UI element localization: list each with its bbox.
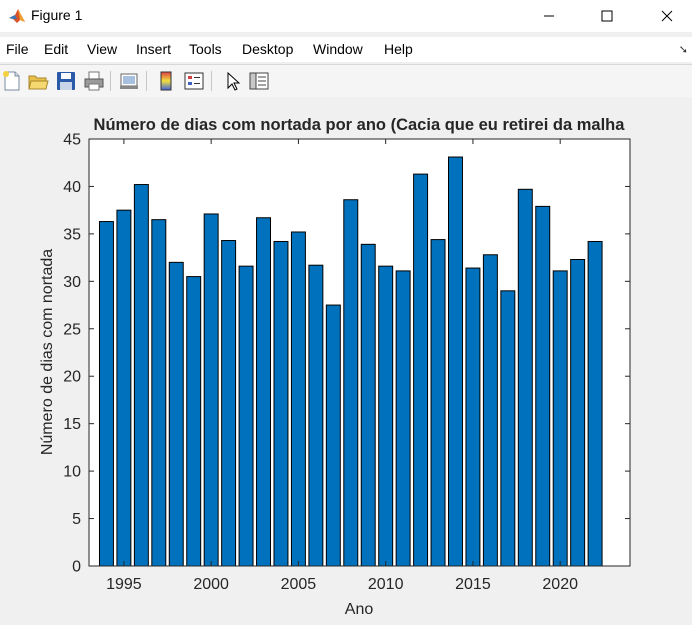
y-tick-label: 5 bbox=[72, 511, 81, 528]
menu-help[interactable]: Help bbox=[384, 41, 413, 57]
link-plot-icon[interactable] bbox=[118, 70, 140, 92]
y-tick-label: 40 bbox=[63, 179, 81, 196]
bar-2001[interactable] bbox=[221, 240, 237, 567]
y-tick-label: 45 bbox=[63, 132, 81, 149]
chart-title: Número de dias com nortada por ano (Caci… bbox=[94, 116, 626, 134]
y-tick-label: 30 bbox=[63, 274, 81, 291]
bar-2011[interactable] bbox=[395, 270, 411, 567]
bar-2015[interactable] bbox=[465, 267, 481, 567]
bar-1994[interactable] bbox=[98, 221, 114, 567]
x-tick-label: 2010 bbox=[368, 576, 404, 593]
bar-2012[interactable] bbox=[413, 173, 429, 567]
ticks-group: 0 5 10 15 20 25 30 35 40 45 1995 2000 2005 2010 2015 20… bbox=[63, 132, 630, 593]
dock-arrow-icon[interactable]: ➘ bbox=[678, 44, 688, 56]
bar-1996[interactable] bbox=[133, 184, 149, 567]
maximize-icon bbox=[601, 10, 613, 22]
save-icon[interactable] bbox=[55, 70, 77, 92]
y-tick-label: 15 bbox=[63, 416, 81, 433]
close-icon bbox=[661, 10, 673, 22]
menu-view[interactable]: View bbox=[87, 41, 118, 57]
bar-1998[interactable] bbox=[168, 261, 184, 567]
bar-1995[interactable] bbox=[116, 209, 132, 567]
close-button[interactable] bbox=[644, 0, 690, 32]
y-tick-label: 0 bbox=[72, 559, 81, 576]
bar-2014[interactable] bbox=[448, 156, 463, 567]
bar-1999[interactable] bbox=[186, 276, 202, 567]
bar-2007[interactable] bbox=[325, 304, 341, 567]
matlab-logo-icon bbox=[8, 7, 26, 25]
x-tick-label: 2005 bbox=[281, 576, 317, 593]
bar-2002[interactable] bbox=[238, 265, 254, 567]
y-tick-label: 25 bbox=[63, 321, 81, 338]
x-tick-label: 2000 bbox=[193, 576, 229, 593]
bar-1997[interactable] bbox=[151, 219, 167, 567]
axes-frame bbox=[88, 138, 631, 567]
bar-2018[interactable] bbox=[517, 188, 533, 567]
y-tick-label: 35 bbox=[63, 226, 81, 243]
legend-icon[interactable] bbox=[183, 70, 205, 92]
bar-chart[interactable]: Número de dias com nortada por ano (Caci… bbox=[0, 97, 692, 625]
menu-tools[interactable]: Tools bbox=[189, 41, 222, 57]
menu-insert[interactable]: Insert bbox=[136, 41, 172, 57]
y-tick-label: 20 bbox=[63, 369, 81, 386]
open-file-icon[interactable] bbox=[27, 70, 49, 92]
bar-2003[interactable] bbox=[256, 217, 271, 567]
toolbar-separator bbox=[110, 71, 111, 91]
bar-2006[interactable] bbox=[308, 264, 324, 567]
bar-2005[interactable] bbox=[290, 231, 306, 567]
bar-2000[interactable] bbox=[203, 213, 219, 567]
toolbar-separator bbox=[146, 71, 147, 91]
bars-group bbox=[98, 156, 603, 567]
minimize-icon bbox=[544, 15, 554, 17]
maximize-button[interactable] bbox=[584, 0, 630, 32]
toolbar-separator bbox=[211, 71, 212, 91]
bar-2013[interactable] bbox=[430, 239, 446, 567]
bar-2004[interactable] bbox=[273, 240, 289, 567]
bar-2009[interactable] bbox=[360, 243, 376, 567]
menu-desktop[interactable]: Desktop bbox=[242, 41, 294, 57]
colorbar-icon[interactable] bbox=[155, 70, 177, 92]
new-figure-icon[interactable] bbox=[1, 70, 23, 92]
x-tick-label: 2015 bbox=[455, 576, 491, 593]
menu-window[interactable]: Window bbox=[313, 41, 363, 57]
toolbar bbox=[0, 64, 692, 98]
x-tick-label: 1995 bbox=[106, 576, 142, 593]
menu-file[interactable]: File bbox=[6, 41, 29, 57]
x-tick-label: 2020 bbox=[542, 576, 578, 593]
bar-2020[interactable] bbox=[552, 270, 568, 567]
title-bar[interactable]: Figure 1 bbox=[0, 0, 692, 32]
property-editor-icon[interactable] bbox=[248, 70, 270, 92]
bar-2021[interactable] bbox=[570, 259, 586, 567]
y-axis-label: Número de dias com nortada bbox=[39, 249, 56, 455]
bar-2016[interactable] bbox=[482, 254, 498, 567]
y-tick-label: 10 bbox=[63, 464, 81, 481]
bar-2019[interactable] bbox=[535, 205, 551, 567]
x-axis-label: Ano bbox=[345, 601, 374, 618]
minimize-button[interactable] bbox=[526, 0, 572, 32]
bar-2010[interactable] bbox=[378, 265, 394, 567]
window-title: Figure 1 bbox=[31, 7, 83, 23]
menu-edit[interactable]: Edit bbox=[44, 41, 69, 57]
pointer-icon[interactable] bbox=[222, 70, 244, 92]
figure-canvas[interactable]: Número de dias com nortada por ano (Caci… bbox=[0, 97, 692, 625]
bar-2022[interactable] bbox=[587, 240, 603, 567]
bar-2017[interactable] bbox=[500, 290, 516, 567]
menu-bar: File Edit View Insert Tools Desktop Wind… bbox=[0, 37, 692, 62]
bar-2008[interactable] bbox=[343, 199, 359, 567]
print-icon[interactable] bbox=[83, 70, 105, 92]
